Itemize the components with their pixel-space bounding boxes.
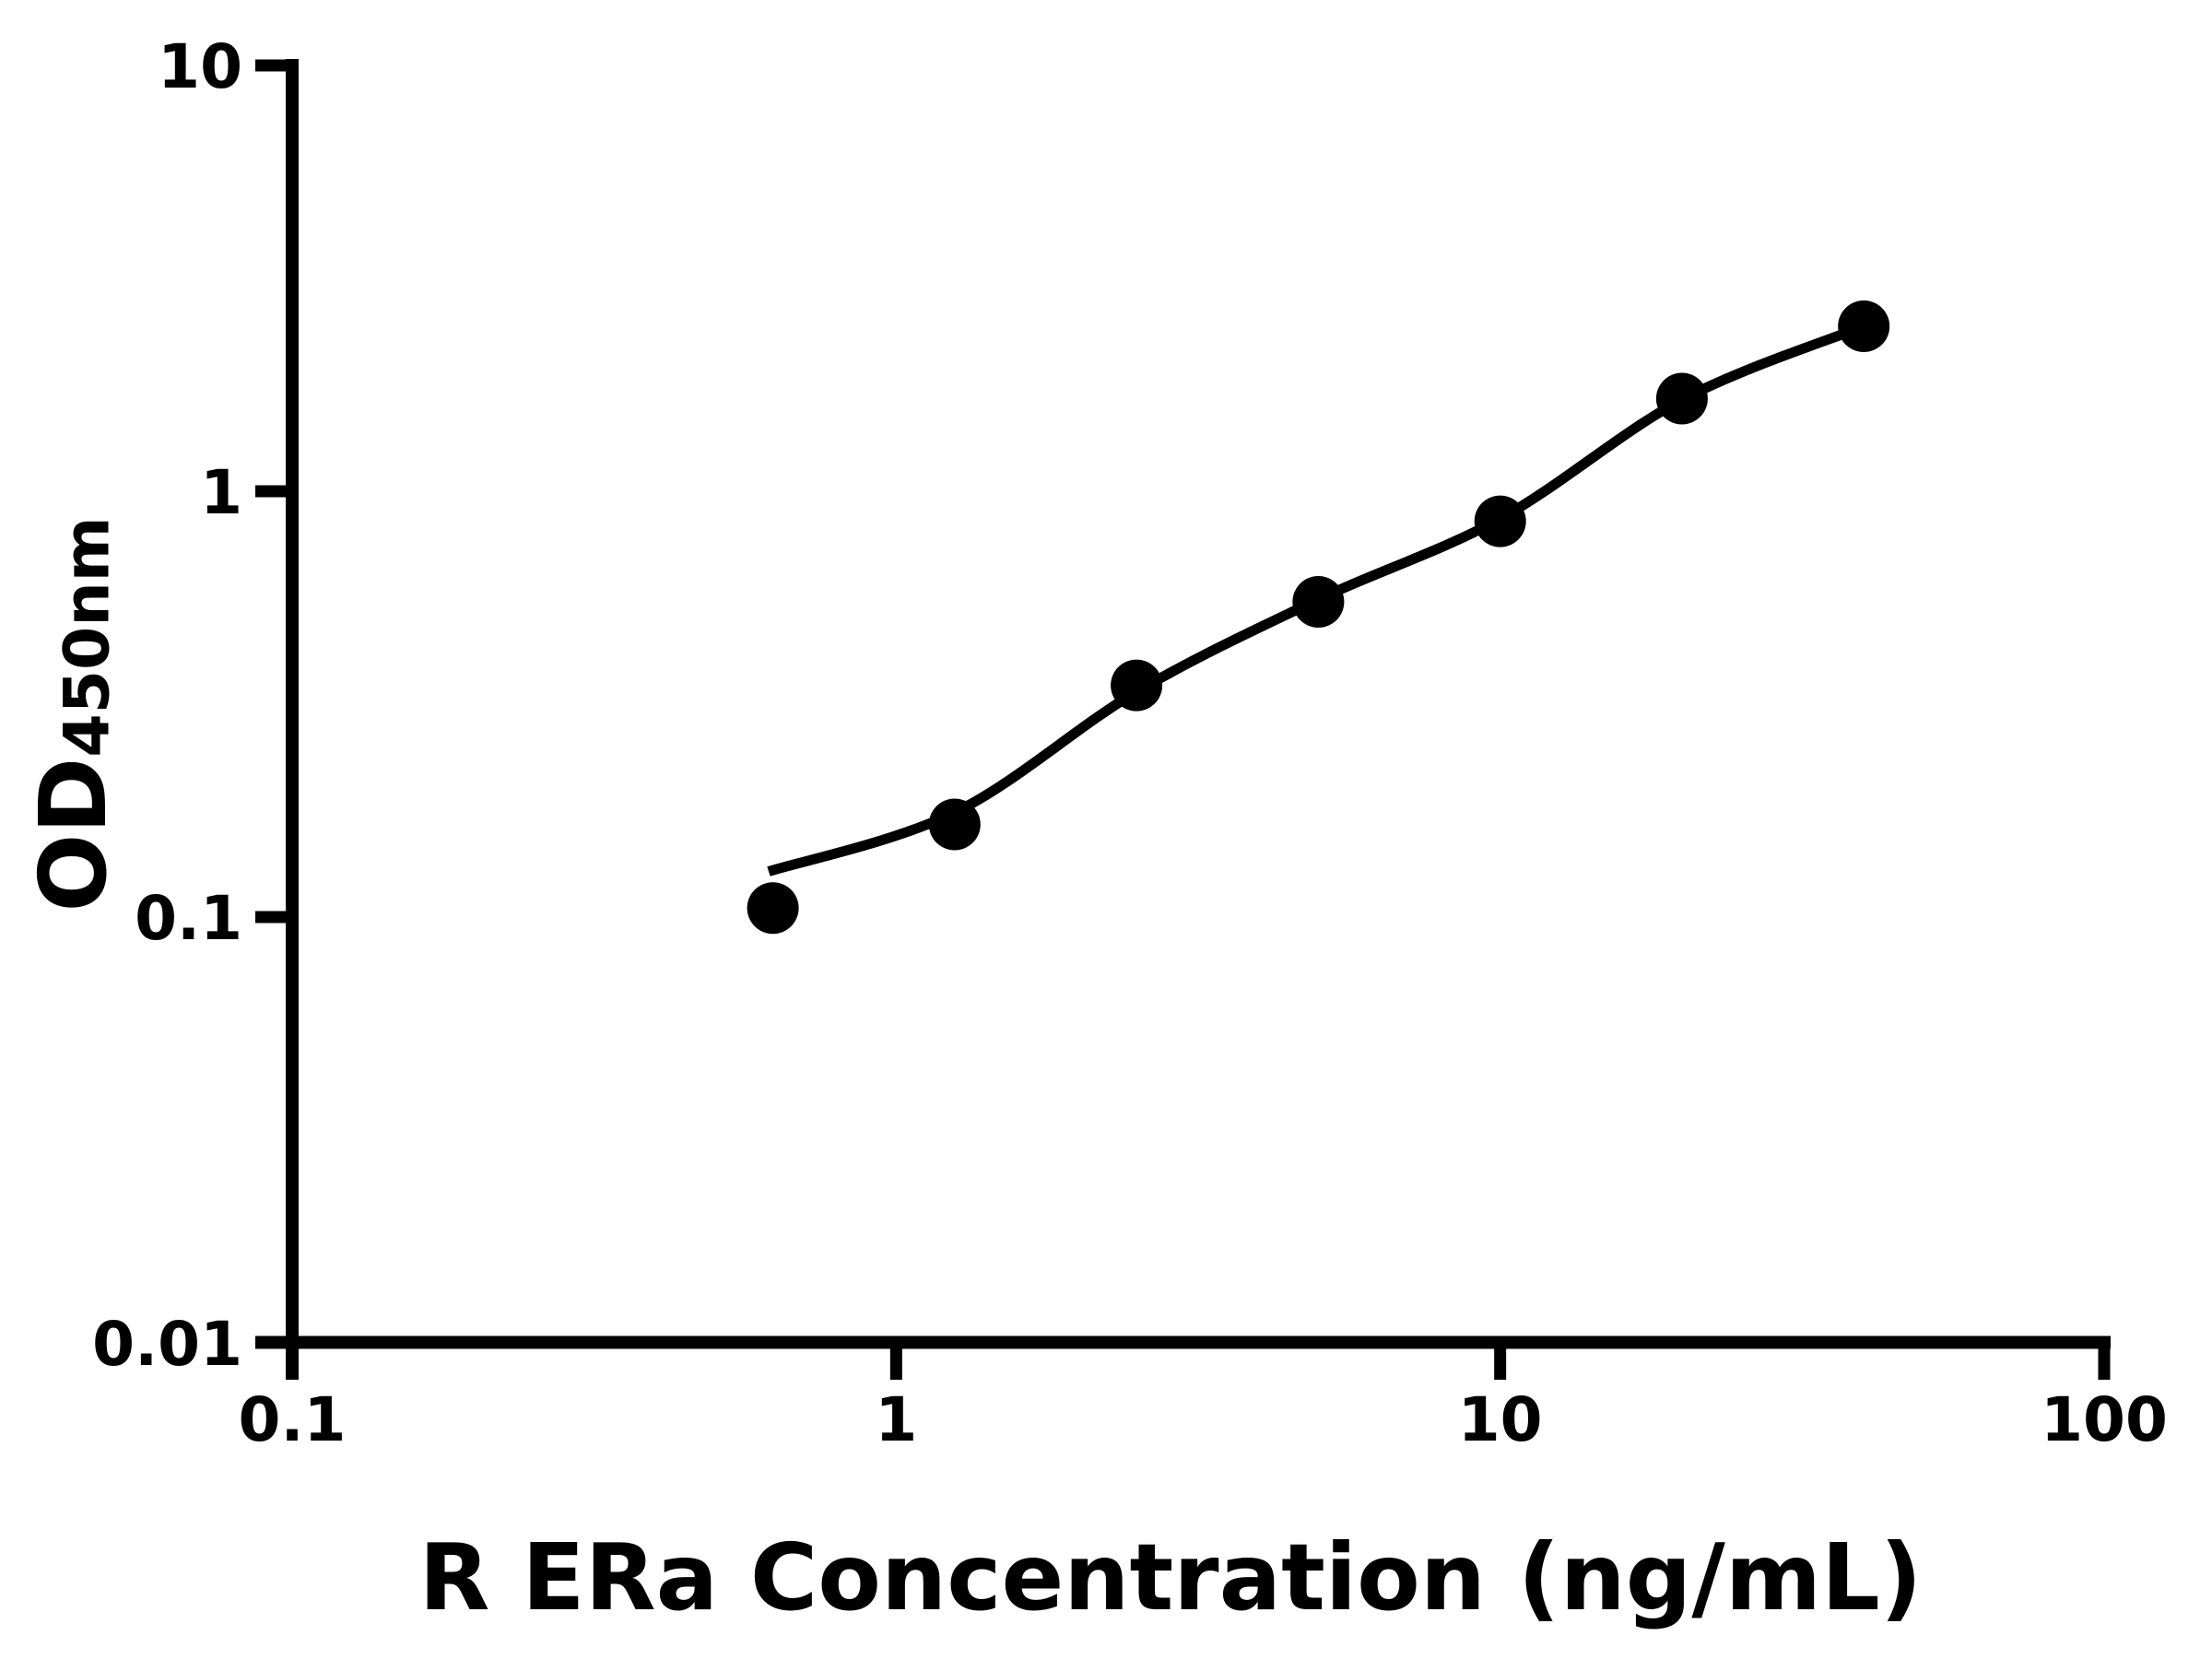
data-point: [1655, 372, 1708, 425]
y-axis-title-main: OD: [19, 757, 127, 912]
x-axis-title: R ERa Concentration (ng/mL): [418, 1524, 1923, 1631]
data-points-group: [747, 300, 1890, 935]
data-point: [1111, 659, 1163, 712]
y-axis-title-subscript: 450nm: [51, 516, 124, 758]
x-tick-label: 0.1: [239, 1384, 347, 1455]
data-point: [1838, 300, 1890, 352]
axes: [255, 59, 2111, 1380]
x-tick-label: 100: [2041, 1384, 2168, 1455]
tick-marks: [255, 59, 2111, 1380]
data-point: [747, 882, 799, 935]
y-tick-label: 1: [200, 457, 242, 528]
data-point: [1474, 495, 1526, 547]
x-tick-label: 1: [875, 1384, 917, 1455]
data-point: [1292, 576, 1345, 628]
data-point: [928, 798, 981, 851]
y-tick-label: 0.01: [92, 1309, 242, 1380]
y-tick-label: 0.1: [135, 883, 242, 954]
y-tick-label: 10: [158, 31, 242, 102]
x-tick-label: 10: [1458, 1384, 1543, 1455]
y-axis-title: OD450nm: [19, 516, 127, 912]
